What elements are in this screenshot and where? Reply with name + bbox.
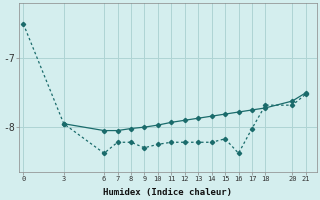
X-axis label: Humidex (Indice chaleur): Humidex (Indice chaleur) — [103, 188, 232, 197]
